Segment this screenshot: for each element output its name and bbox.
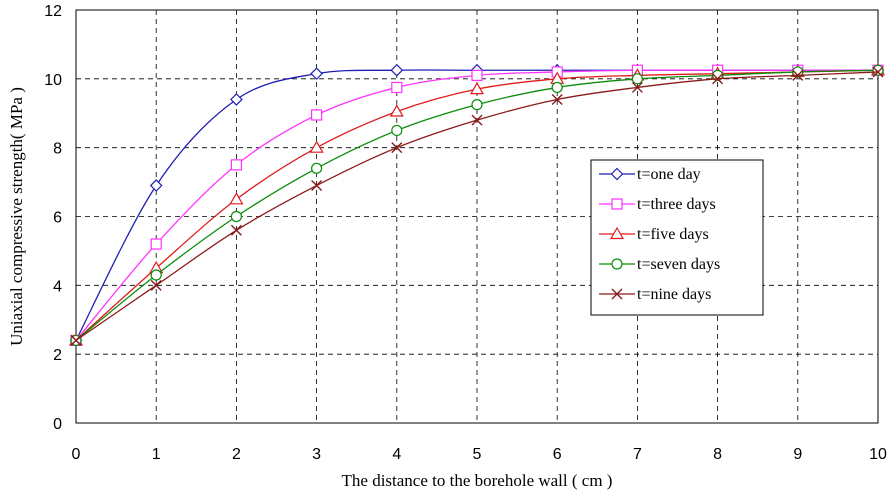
x-tick-label: 8 [713, 446, 722, 463]
data-point [631, 73, 644, 85]
data-point [389, 104, 404, 117]
series-line [75, 71, 879, 341]
data-point [471, 114, 483, 126]
legend-entry: t=seven days [599, 256, 720, 273]
x-tick-label: 5 [473, 446, 482, 463]
legend-marker [609, 226, 625, 240]
data-point [792, 66, 804, 78]
data-point [872, 64, 884, 76]
legend-marker [611, 258, 623, 270]
data-point [149, 179, 163, 192]
y-tick-label: 0 [53, 416, 62, 433]
series-line [75, 69, 879, 341]
y-tick-label: 4 [53, 278, 62, 295]
data-point [631, 81, 643, 93]
x-tick-label: 9 [793, 446, 802, 463]
y-tick-label: 12 [44, 3, 62, 20]
data-point [230, 93, 243, 106]
legend-marker [611, 198, 623, 210]
x-tick-label: 7 [633, 446, 642, 463]
y-tick-label: 6 [53, 210, 62, 227]
data-point [391, 142, 403, 154]
series-layer [68, 63, 886, 347]
data-point [471, 99, 483, 111]
data-point [230, 224, 242, 236]
data-point [792, 69, 804, 81]
legend-label: t=nine days [637, 286, 711, 303]
legend-entry: t=one day [599, 166, 701, 183]
series-5 [70, 66, 884, 346]
x-axis-title: The distance to the borehole wall ( cm ) [342, 471, 613, 490]
data-point [872, 66, 884, 78]
data-point [150, 269, 162, 281]
legend-marker [610, 167, 624, 181]
data-point [551, 93, 563, 105]
legend-marker [611, 288, 623, 300]
series-line [75, 69, 879, 341]
data-point [391, 81, 403, 94]
series-4 [70, 64, 884, 346]
plot-area-frame [75, 9, 879, 424]
data-point [551, 81, 563, 94]
legend-label: t=seven days [637, 256, 720, 273]
data-point [712, 73, 724, 85]
data-point [150, 279, 162, 291]
data-point [391, 124, 403, 137]
data-point [711, 69, 724, 81]
data-point [311, 180, 323, 192]
data-point [311, 162, 323, 174]
legend-label: t=one day [637, 166, 701, 183]
x-tick-label: 3 [312, 446, 321, 463]
legend-label: t=three days [637, 196, 716, 213]
data-point [310, 67, 323, 81]
data-point [390, 63, 404, 77]
series-line [75, 69, 878, 341]
y-axis-title: Uniaxial compressive strength( MPa ) [7, 87, 26, 346]
data-point [311, 109, 323, 121]
y-tick-label: 10 [44, 72, 62, 89]
x-tick-label: 1 [152, 446, 161, 463]
data-point [471, 69, 483, 81]
legend-entry: t=three days [599, 196, 716, 213]
x-tick-label: 2 [232, 446, 241, 463]
data-point [150, 238, 162, 250]
data-point [230, 159, 242, 171]
legend-entry: t=five days [599, 226, 709, 243]
y-tick-labels: 0 2 4 6 8 10 12 [44, 3, 62, 433]
x-tick-label: 6 [553, 446, 562, 463]
legend-entry: t=nine days [599, 286, 711, 303]
data-point [70, 334, 82, 346]
legend: t=one day t=three days t=five days t=seven … [590, 159, 764, 316]
data-point [469, 81, 485, 95]
x-tick-label: 10 [869, 446, 887, 463]
data-point [230, 210, 242, 223]
data-point [229, 192, 244, 205]
y-tick-label: 2 [53, 347, 62, 364]
x-tick-labels: 0 1 2 3 4 5 6 7 8 9 10 [72, 446, 887, 463]
data-point [309, 140, 324, 153]
legend-label: t=five days [637, 226, 709, 243]
x-tick-label: 4 [392, 446, 401, 463]
x-tick-label: 0 [72, 446, 81, 463]
y-tick-label: 8 [53, 141, 62, 158]
